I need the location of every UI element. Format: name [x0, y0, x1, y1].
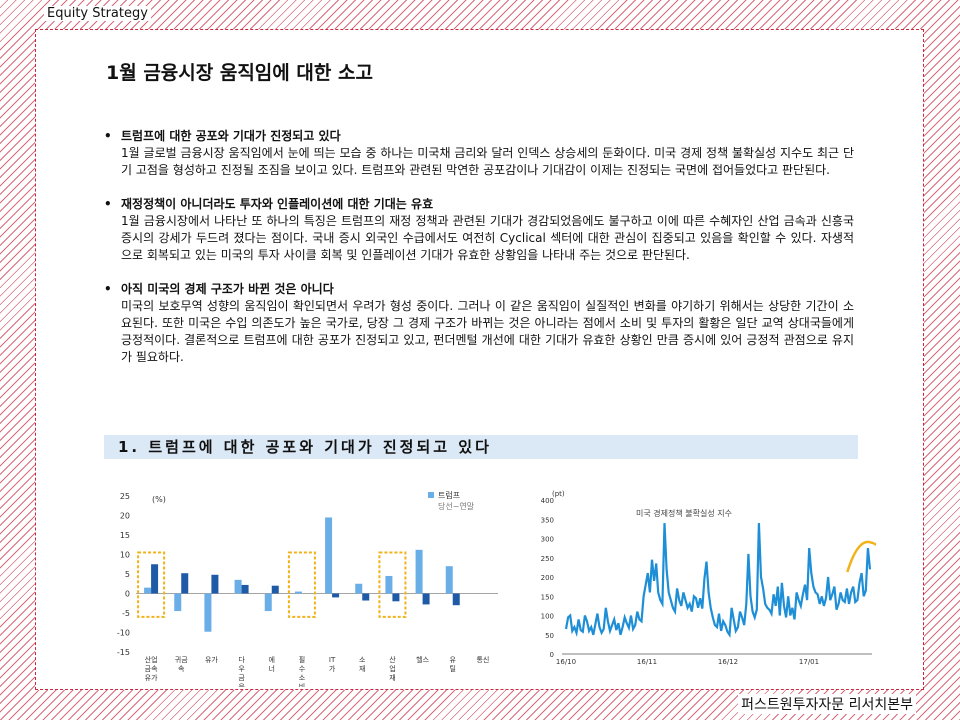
- annotation-arrow: [846, 540, 876, 573]
- y-tick-label: -15: [117, 648, 130, 657]
- bar: [332, 593, 340, 598]
- legend-label: 트럼프: [438, 491, 460, 500]
- category-label: 금: [238, 674, 245, 682]
- category-label: 금속: [145, 665, 158, 673]
- y-tick-label: 0: [125, 590, 130, 599]
- category-label: 헬스: [416, 655, 429, 664]
- bar: [181, 573, 189, 594]
- x-tick-label: 16/11: [637, 658, 657, 666]
- bar: [151, 564, 159, 594]
- category-label: 다: [238, 655, 245, 664]
- category-label: 속: [178, 665, 185, 673]
- category-label: 우: [238, 665, 245, 673]
- category-label: 소: [299, 674, 306, 682]
- category-label: 가: [329, 664, 336, 673]
- header-label: Equity Strategy: [44, 6, 151, 21]
- y-tick-label: 350: [541, 516, 554, 524]
- y-tick-label: -5: [122, 609, 130, 618]
- bar: [264, 593, 272, 612]
- y-tick-label: 200: [541, 574, 554, 582]
- category-label: 수: [299, 665, 306, 673]
- x-tick-label: 17/01: [799, 658, 819, 666]
- bar: [422, 593, 430, 605]
- category-label: 비: [299, 682, 305, 687]
- category-label: 유가: [205, 655, 218, 664]
- section-heading: 트럼프에 대한 공포와 기대가 진정되고 있다: [104, 128, 854, 145]
- page-title: 1월 금융시장 움직임에 대한 소고: [106, 62, 373, 84]
- y-tick-label: 20: [120, 512, 130, 521]
- bar: [385, 575, 393, 594]
- category-label: 틸: [450, 665, 456, 673]
- y-tick-label: 150: [541, 593, 554, 601]
- category-label: 산: [389, 655, 396, 664]
- y-tick-label: 10: [120, 551, 130, 560]
- y-tick-label: -10: [117, 629, 130, 638]
- category-label: 에: [269, 655, 275, 664]
- bar: [325, 517, 333, 594]
- data-line: [564, 523, 872, 639]
- bar: [241, 584, 249, 594]
- bar: [271, 585, 279, 594]
- y-tick-label: 50: [545, 632, 554, 640]
- y-tick-label: 400: [541, 497, 554, 505]
- x-tick-label: 16/10: [556, 658, 576, 666]
- bar: [144, 587, 152, 594]
- y-tick-label: 5: [125, 570, 130, 579]
- category-label: 재: [359, 665, 365, 673]
- legend-swatch: [428, 492, 434, 498]
- bar: [174, 593, 182, 612]
- highlight-box: [137, 551, 166, 618]
- bar: [452, 593, 460, 606]
- sections: 트럼프에 대한 공포와 기대가 진정되고 있다 1월 글로벌 금융시장 움직임에…: [104, 128, 854, 383]
- y-tick-label: 15: [120, 531, 130, 540]
- y-tick-label: 300: [541, 536, 554, 544]
- bar: [392, 593, 400, 602]
- category-label: 소: [359, 656, 366, 664]
- unit-label: (pt): [552, 490, 565, 498]
- bar: [362, 593, 370, 601]
- category-label: 업: [389, 665, 395, 673]
- section-2: 재정정책이 아니더라도 투자와 인플레이션에 대한 기대는 유효 1월 금융시장…: [104, 196, 854, 264]
- highlight-box: [287, 551, 316, 618]
- unit-label: (%): [152, 495, 166, 504]
- section-body: 1월 금융시장에서 나타난 또 하나의 특징은 트럼프의 재정 정책과 관련된 …: [121, 214, 854, 262]
- category-label: 귀금: [175, 655, 188, 664]
- category-label: 재: [389, 674, 395, 682]
- legend-label: 당선~연말: [438, 501, 475, 511]
- figure-title: 1. 트럼프에 대한 공포와 기대가 진정되고 있다: [104, 435, 858, 459]
- bar: [355, 583, 363, 594]
- report-panel: 1월 금융시장 움직임에 대한 소고 트럼프에 대한 공포와 기대가 진정되고 …: [35, 29, 924, 690]
- y-tick-label: 100: [541, 613, 554, 621]
- bar: [445, 566, 453, 594]
- category-label: 유: [450, 656, 457, 664]
- category-label: 통신: [476, 655, 489, 664]
- category-label: 필: [299, 655, 305, 664]
- bar: [415, 549, 423, 594]
- y-tick-label: 25: [120, 492, 130, 501]
- section-body: 미국의 보호무역 성향의 움직임이 확인되면서 우려가 형성 중이다. 그러나 …: [121, 299, 854, 364]
- section-1: 트럼프에 대한 공포와 기대가 진정되고 있다 1월 글로벌 금융시장 움직임에…: [104, 128, 854, 179]
- footer-label: 퍼스트원투자자문 리서치본부: [738, 694, 916, 714]
- section-heading: 아직 미국의 경제 구조가 바뀐 것은 아니다: [104, 281, 854, 298]
- category-label: 융: [238, 683, 245, 687]
- section-heading: 재정정책이 아니더라도 투자와 인플레이션에 대한 기대는 유효: [104, 196, 854, 213]
- highlight-box: [378, 551, 407, 618]
- y-tick-label: 0: [550, 651, 554, 659]
- bar: [204, 593, 212, 632]
- category-label: 너: [269, 664, 275, 673]
- category-label: IT: [329, 656, 336, 664]
- category-label: 유가: [145, 673, 158, 682]
- bar: [234, 579, 242, 594]
- series-title: 미국 경제정책 불확실성 지수: [636, 508, 732, 518]
- x-tick-label: 16/12: [718, 658, 738, 666]
- y-tick-label: 250: [541, 555, 554, 563]
- category-label: 산업: [145, 655, 158, 664]
- bar: [211, 574, 219, 594]
- policy-uncertainty-line-chart: 400 350 300 250 200 150 100 50 0 (pt) 미국 경제정책 불확실성…: [541, 490, 876, 666]
- section-3: 아직 미국의 경제 구조가 바뀐 것은 아니다 미국의 보호무역 성향의 움직임…: [104, 281, 854, 366]
- bar: [294, 591, 302, 594]
- section-body: 1월 글로벌 금융시장 움직임에서 눈에 띄는 모습 중 하나는 미국채 금리와…: [121, 146, 854, 177]
